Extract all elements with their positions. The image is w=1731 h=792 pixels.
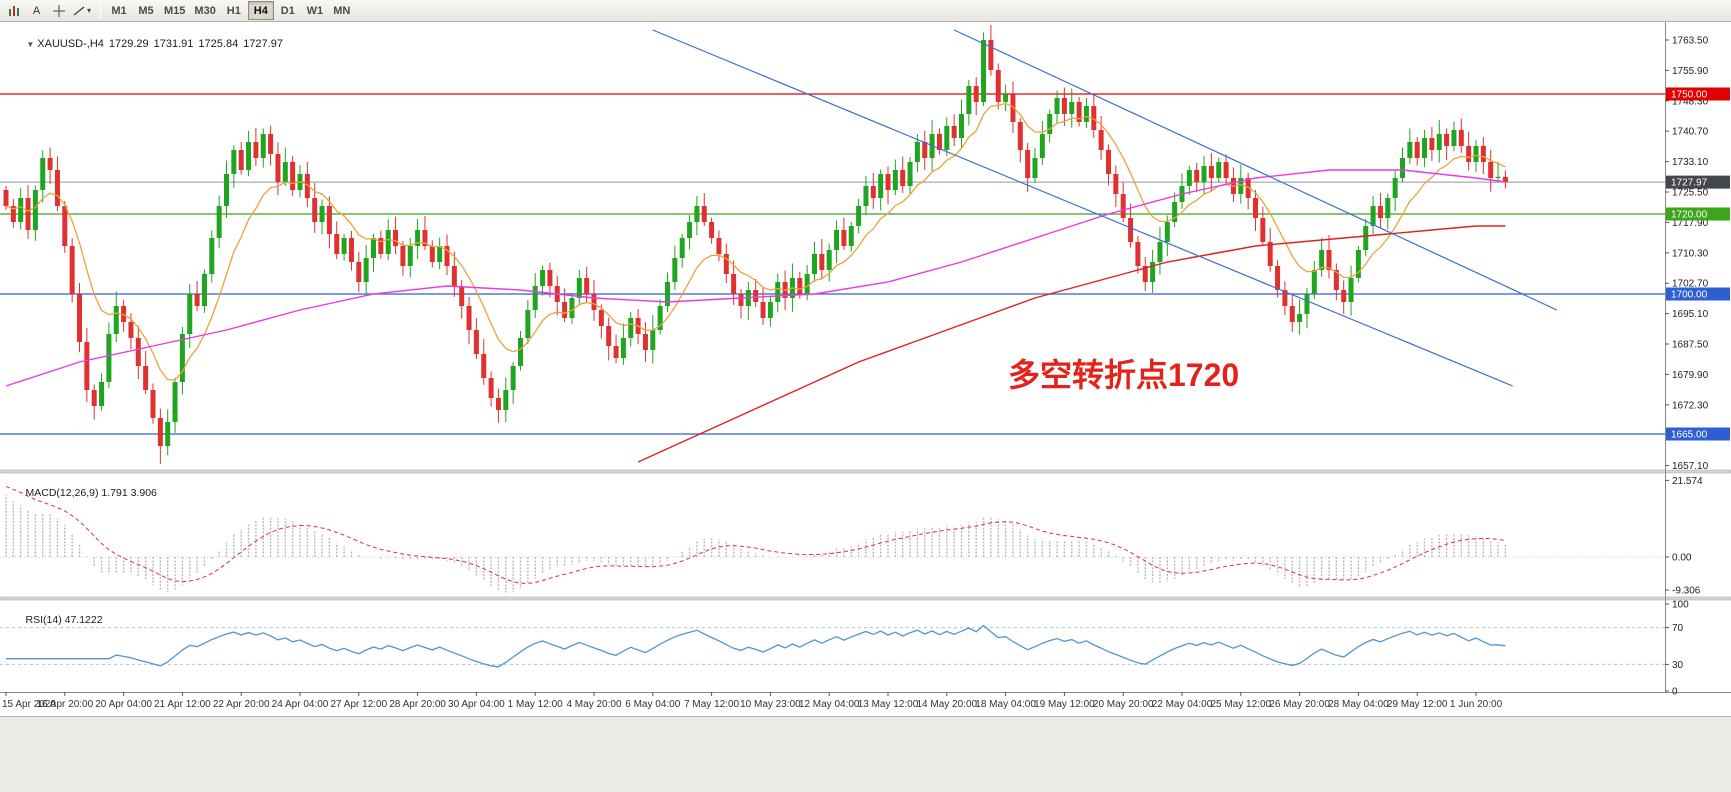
svg-text:22 Apr 20:00: 22 Apr 20:00: [213, 699, 270, 710]
svg-text:-9.306: -9.306: [1672, 586, 1701, 597]
svg-text:1755.90: 1755.90: [1672, 66, 1709, 77]
svg-text:1700.00: 1700.00: [1671, 290, 1708, 301]
svg-text:30: 30: [1672, 660, 1684, 671]
svg-text:7 May 12:00: 7 May 12:00: [684, 699, 739, 710]
price-tag-1727.97: 1727.97: [1666, 175, 1730, 189]
trendline-2[interactable]: [953, 29, 1558, 311]
svg-text:21 Apr 12:00: 21 Apr 12:00: [154, 699, 211, 710]
timeframe-group: M1 M5 M15 M30 H1 H4 D1 W1 MN: [106, 1, 356, 20]
svg-text:24 Apr 04:00: 24 Apr 04:00: [272, 699, 329, 710]
svg-text:18 May 04:00: 18 May 04:00: [975, 699, 1036, 710]
timeframe-button-M1[interactable]: M1: [106, 1, 132, 20]
workspace-background: [0, 716, 1731, 792]
svg-text:1727.97: 1727.97: [1671, 178, 1708, 189]
price-tag-1665.00: 1665.00: [1666, 427, 1730, 441]
svg-text:4 May 20:00: 4 May 20:00: [566, 699, 621, 710]
svg-text:1710.30: 1710.30: [1672, 248, 1709, 259]
svg-text:0: 0: [1672, 687, 1678, 698]
svg-text:1717.90: 1717.90: [1672, 218, 1709, 229]
svg-text:0.00: 0.00: [1672, 553, 1692, 564]
svg-text:27 Apr 12:00: 27 Apr 12:00: [330, 699, 387, 710]
svg-text:1725.50: 1725.50: [1672, 188, 1709, 199]
macd-signal-line: [5, 485, 1506, 584]
timeframe-button-M15[interactable]: M15: [160, 1, 189, 20]
svg-text:26 May 20:00: 26 May 20:00: [1269, 699, 1330, 710]
svg-text:20 Apr 04:00: 20 Apr 04:00: [95, 699, 152, 710]
pane-splitter-macd[interactable]: [0, 469, 1731, 474]
macd-pane[interactable]: [5, 485, 1507, 593]
svg-text:1720.00: 1720.00: [1671, 210, 1708, 221]
timeframe-button-H1[interactable]: H1: [221, 1, 247, 20]
price-tag-1750.00: 1750.00: [1666, 87, 1730, 101]
svg-text:1763.50: 1763.50: [1672, 36, 1709, 47]
rsi-axis: 100 70 30 0: [1665, 600, 1689, 698]
pane-splitter-rsi[interactable]: [0, 596, 1731, 601]
svg-text:29 May 12:00: 29 May 12:00: [1387, 699, 1448, 710]
svg-text:1750.00: 1750.00: [1671, 90, 1708, 101]
trendline-1[interactable]: [652, 29, 1513, 387]
svg-text:1695.10: 1695.10: [1672, 309, 1709, 320]
caret-down-icon: ▾: [87, 6, 92, 15]
svg-text:1 May 12:00: 1 May 12:00: [508, 699, 563, 710]
timeframe-button-M5[interactable]: M5: [133, 1, 159, 20]
svg-text:1702.70: 1702.70: [1672, 279, 1709, 290]
svg-text:1665.00: 1665.00: [1671, 430, 1708, 441]
svg-text:1657.10: 1657.10: [1672, 461, 1709, 472]
svg-text:15 Apr 2020: 15 Apr 2020: [2, 699, 56, 710]
candlestick-series: [3, 25, 1508, 464]
ma-slow-line: [637, 225, 1506, 463]
svg-text:28 May 04:00: 28 May 04:00: [1328, 699, 1389, 710]
svg-text:100: 100: [1672, 600, 1689, 611]
rsi-line: [6, 624, 1506, 668]
svg-text:10 May 23:00: 10 May 23:00: [740, 699, 801, 710]
price-axis[interactable]: 1763.50 1755.90 1748.30 1740.70 1733.10 1725.…: [1665, 36, 1709, 473]
chart-canvas[interactable]: 多空转折点1720 1763.50 1755.90 1748.30 1740.70 173…: [0, 22, 1731, 792]
crosshair-icon[interactable]: [48, 1, 69, 20]
main-plot[interactable]: 多空转折点1720: [0, 25, 1665, 464]
svg-text:1687.50: 1687.50: [1672, 340, 1709, 351]
svg-text:21.574: 21.574: [1672, 476, 1703, 487]
price-tag-1700.00: 1700.00: [1666, 287, 1730, 301]
timeframe-button-MN[interactable]: MN: [329, 1, 355, 20]
text-annotation-icon[interactable]: A: [26, 1, 47, 20]
svg-text:28 Apr 20:00: 28 Apr 20:00: [389, 699, 446, 710]
svg-text:1 Jun 20:00: 1 Jun 20:00: [1450, 699, 1503, 710]
text-annotation-glyph: A: [32, 4, 41, 17]
svg-text:14 May 20:00: 14 May 20:00: [916, 699, 977, 710]
macd-axis: 21.574 0.00 -9.306: [1665, 476, 1703, 597]
drawing-tools-icon[interactable]: ▾: [70, 1, 94, 20]
price-tag-1720.00: 1720.00: [1666, 207, 1730, 221]
timeframe-button-W1[interactable]: W1: [302, 1, 328, 20]
svg-text:20 May 20:00: 20 May 20:00: [1093, 699, 1154, 710]
svg-text:1740.70: 1740.70: [1672, 127, 1709, 138]
toolbar-separator: [100, 2, 102, 19]
svg-text:19 May 12:00: 19 May 12:00: [1034, 699, 1095, 710]
svg-text:1748.30: 1748.30: [1672, 96, 1709, 107]
toolbar: A ▾ M1 M5 M15 M30 H1 H4 D1 W1 MN: [0, 0, 1731, 22]
svg-text:1679.90: 1679.90: [1672, 370, 1709, 381]
svg-text:30 Apr 04:00: 30 Apr 04:00: [448, 699, 505, 710]
svg-text:25 May 12:00: 25 May 12:00: [1210, 699, 1271, 710]
timeframe-button-H4[interactable]: H4: [247, 1, 274, 20]
svg-text:13 May 12:00: 13 May 12:00: [858, 699, 919, 710]
chart-window-icon[interactable]: [4, 1, 25, 20]
rsi-pane[interactable]: [6, 624, 1506, 668]
svg-text:16 Apr 20:00: 16 Apr 20:00: [36, 699, 93, 710]
svg-text:12 May 04:00: 12 May 04:00: [799, 699, 860, 710]
ma-fast-line: [5, 102, 1506, 381]
svg-text:70: 70: [1672, 623, 1684, 634]
svg-text:1672.30: 1672.30: [1672, 400, 1709, 411]
timeframe-button-D1[interactable]: D1: [275, 1, 301, 20]
ma-medium-line: [5, 169, 1506, 387]
chart-area[interactable]: 多空转折点1720 1763.50 1755.90 1748.30 1740.70 173…: [0, 22, 1731, 792]
svg-text:22 May 04:00: 22 May 04:00: [1152, 699, 1213, 710]
svg-text:1733.10: 1733.10: [1672, 157, 1709, 168]
svg-text:6 May 04:00: 6 May 04:00: [625, 699, 680, 710]
timeframe-button-M30[interactable]: M30: [190, 1, 219, 20]
annotation-text[interactable]: 多空转折点1720: [1008, 357, 1239, 393]
